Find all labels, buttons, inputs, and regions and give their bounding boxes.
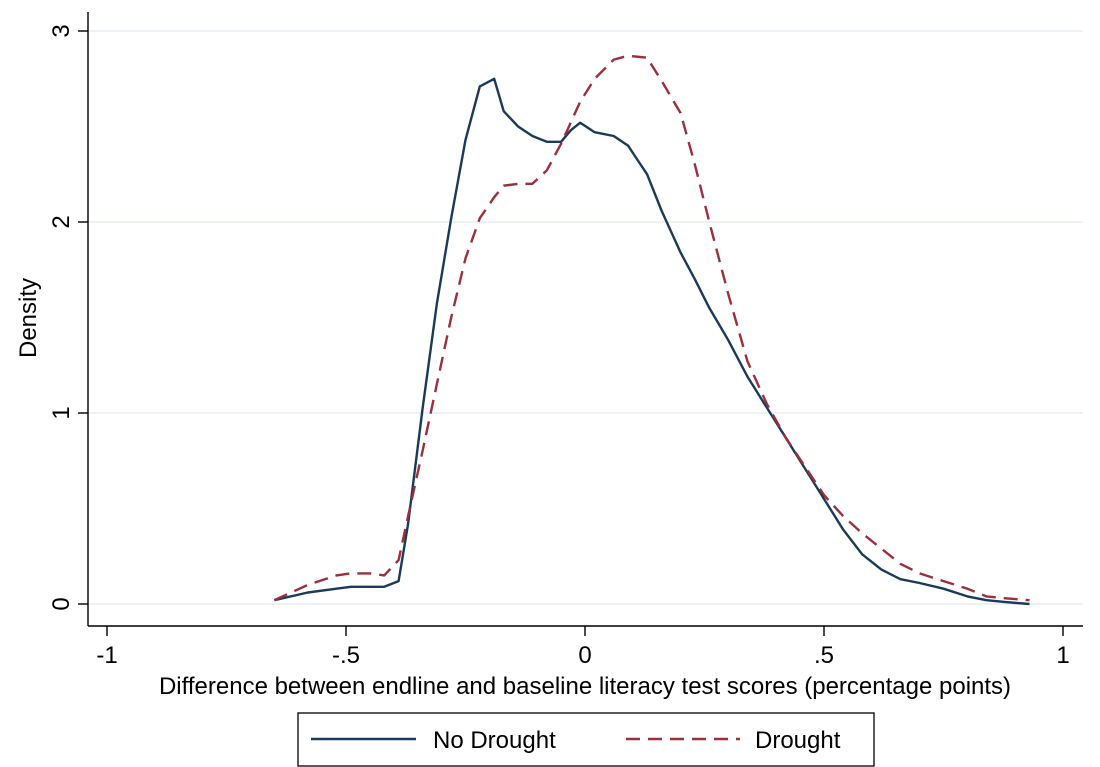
x-tick-label: 0 — [578, 642, 591, 669]
x-axis-title: Difference between endline and baseline … — [159, 673, 1011, 700]
grid-lines — [88, 30, 1083, 605]
x-tick-label: .5 — [814, 642, 834, 669]
x-tick-label: 1 — [1056, 642, 1069, 669]
y-tick-label: 3 — [48, 24, 75, 37]
legend: No Drought Drought — [297, 712, 875, 767]
legend-label-drought: Drought — [755, 727, 841, 754]
y-tick-label: 0 — [48, 597, 75, 610]
y-axis-title: Density — [15, 278, 42, 358]
axis-ticks: 0 1 2 3 -1 -.5 0 .5 1 — [48, 24, 1070, 669]
legend-label-no-drought: No Drought — [433, 727, 556, 754]
plot-lines — [273, 54, 1030, 606]
axes — [87, 12, 1083, 627]
x-tick-label: -.5 — [332, 642, 360, 669]
series-line-drought — [273, 54, 1030, 602]
y-tick-label: 2 — [48, 215, 75, 228]
x-tick-label: -1 — [96, 642, 117, 669]
y-tick-label: 1 — [48, 406, 75, 419]
series-line-no-drought — [274, 77, 1030, 606]
